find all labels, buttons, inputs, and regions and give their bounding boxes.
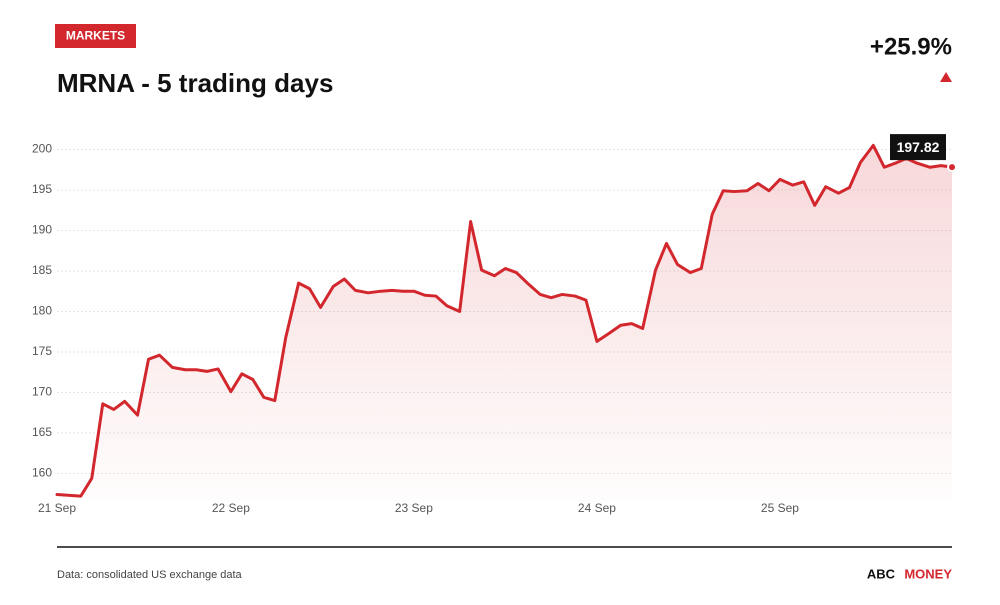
x-tick-label: 23 Sep [395,501,433,515]
x-tick-label: 25 Sep [761,501,799,515]
plot-area: 160 165 170 175 180 185 190 195 200 21 Sep 22 Sep 2… [32,134,957,515]
chart-title: MRNA - 5 trading days [57,68,333,98]
value-label-box [890,134,946,161]
y-tick-label: 175 [32,344,52,358]
value-label: 197.82 [897,139,940,155]
brand: ABC [867,566,896,581]
kicker: MARKETS [66,29,125,43]
price-line [55,143,954,498]
area-fill [57,145,952,502]
y-tick-label: 160 [32,466,52,480]
last-point [947,162,957,173]
change: +25.9% [870,33,952,60]
kicker-badge [55,24,136,48]
y-tick-label: 185 [32,263,52,277]
x-tick-label: 22 Sep [212,501,250,515]
x-tick-label: 24 Sep [578,501,616,515]
up-arrow [940,72,952,82]
brand-accent: MONEY [904,566,952,581]
y-tick-label: 195 [32,182,52,196]
y-tick-label: 200 [32,142,52,156]
y-tick-label: 190 [32,223,52,237]
y-tick-label: 170 [32,385,52,399]
y-tick-label: 180 [32,304,52,318]
y-tick-label: 165 [32,425,52,439]
x-tick-label: 21 Sep [38,501,76,515]
source: Data: consolidated US exchange data [57,569,243,581]
